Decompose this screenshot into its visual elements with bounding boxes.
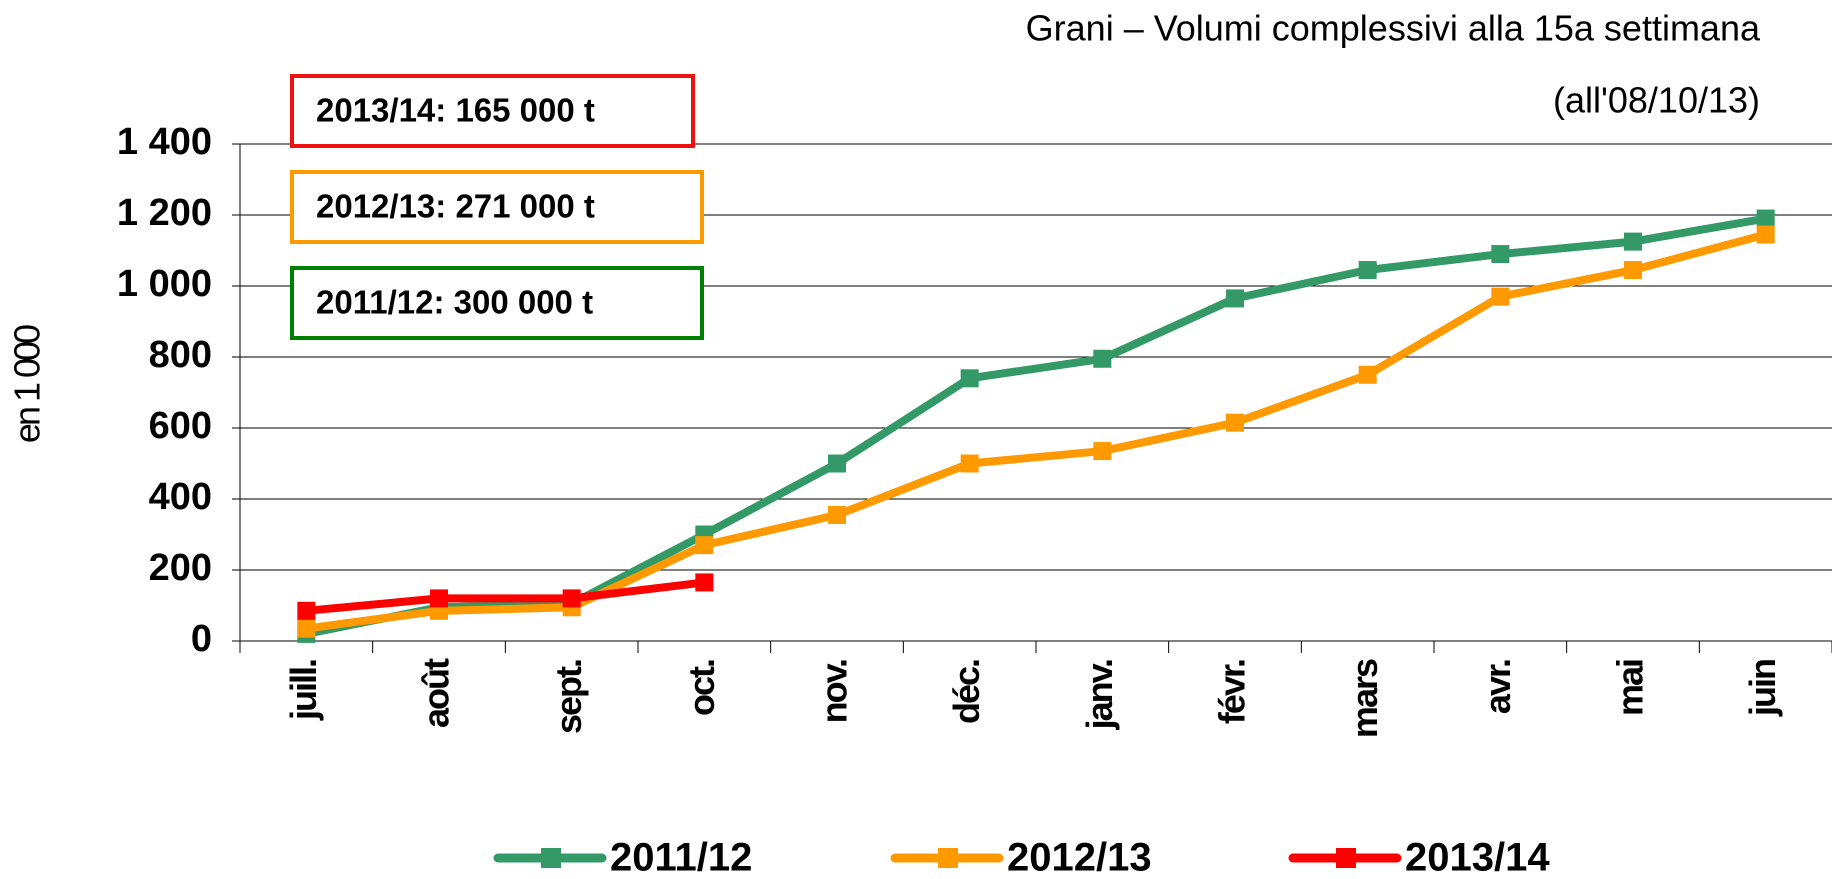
series-line [305,578,705,615]
y-tick-label: 1 200 [117,192,212,234]
annotation-box [290,74,695,148]
y-tick-label: 0 [191,618,212,660]
chart-subtitle: (all'08/10/13) [1553,80,1760,121]
legend-marker [938,848,958,868]
legend-marker [1336,848,1356,868]
y-axis-label: en 1 000 [7,325,48,443]
data-point [695,536,714,555]
x-tick-label: juill. [283,660,324,721]
data-point [1226,289,1244,308]
legend-label: 2013/14 [1405,836,1550,879]
x-tick-label: janv. [1079,660,1120,730]
legend-label: 2012/13 [1007,836,1152,879]
legend-marker [541,848,561,868]
data-point [1093,442,1112,461]
x-tick-label: avr. [1477,660,1518,714]
data-point [828,505,846,524]
x-tick-label: déc. [946,660,987,724]
data-point [1756,209,1775,228]
data-point [1093,349,1112,368]
y-tick-label: 800 [149,334,212,376]
data-point [1491,245,1510,264]
legend-label: 2011/12 [610,836,752,879]
y-tick-label: 1 000 [117,263,212,305]
y-tick-label: 1 400 [117,121,212,163]
x-tick-label: mai [1610,660,1651,716]
data-point [562,589,581,608]
annotation-text: 2013/14: 165 000 t [316,92,595,129]
chart-title: Grani – Volumi complessivi alla 15a sett… [1026,8,1761,49]
data-point [430,589,448,608]
data-point [297,619,316,638]
data-point [1226,413,1244,432]
data-point [695,573,714,592]
data-point [1491,287,1510,306]
data-point [960,454,979,473]
data-point [1624,261,1642,280]
x-tick-label: août [416,658,457,728]
series-line [305,230,1767,633]
annotation-box [290,170,704,244]
data-point [1624,232,1642,251]
x-tick-label: juin [1742,660,1783,717]
data-point [828,454,846,473]
y-tick-label: 200 [149,547,212,589]
x-tick-label: oct. [681,660,722,716]
annotation-text: 2012/13: 271 000 t [316,188,595,225]
data-point [1756,225,1775,244]
y-tick-label: 400 [149,476,212,518]
data-point [1358,261,1377,280]
data-point [1358,365,1377,384]
x-tick-label: sept. [548,660,589,734]
x-tick-label: nov. [814,660,855,723]
data-point [297,601,316,620]
x-tick-label: févr. [1212,660,1253,724]
x-tick-label: mars [1344,659,1385,738]
annotation-box [290,266,704,340]
y-tick-label: 600 [149,405,212,447]
data-point [960,369,979,388]
annotation-text: 2011/12: 300 000 t [316,284,593,321]
